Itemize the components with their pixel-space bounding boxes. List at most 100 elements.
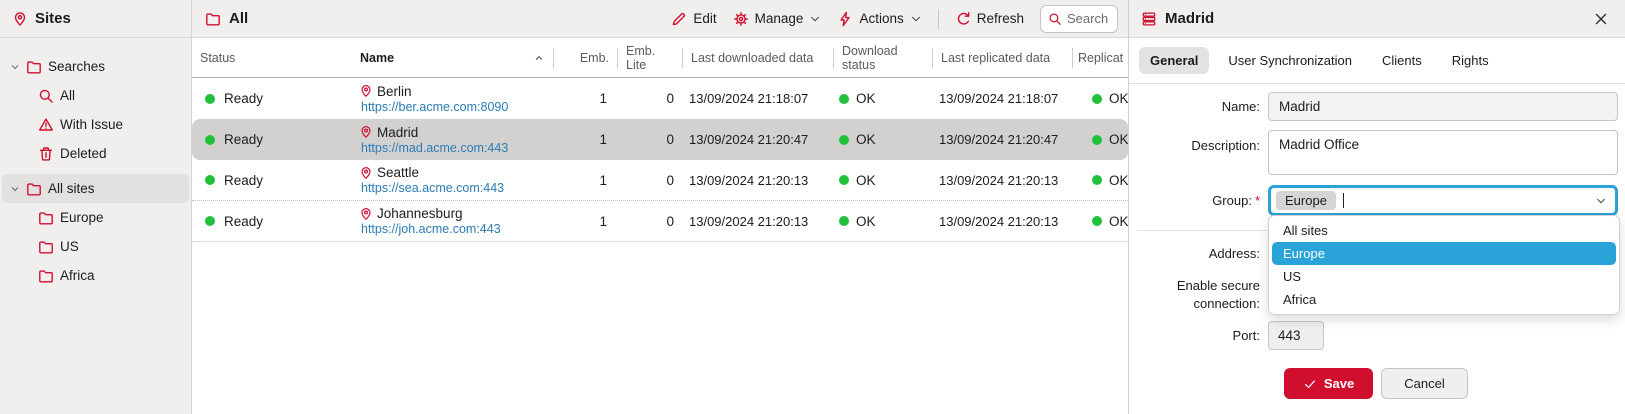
folder-icon bbox=[38, 210, 54, 226]
dropdown-option-us[interactable]: US bbox=[1283, 269, 1302, 284]
tab-general[interactable]: General bbox=[1139, 47, 1210, 74]
edit-button[interactable]: Edit bbox=[671, 11, 717, 27]
name-cell: Johannesburg https://joh.acme.com:443 bbox=[353, 206, 553, 236]
tab-clients[interactable]: Clients bbox=[1381, 53, 1422, 68]
sidebar-item-label: With Issue bbox=[60, 117, 124, 132]
location-pin-icon bbox=[359, 207, 373, 221]
list-toolbar: Edit Manage Actions Refresh bbox=[671, 4, 1118, 33]
status-dot bbox=[1092, 216, 1102, 226]
last-downloaded-cell: 13/09/2024 21:20:13 bbox=[689, 213, 809, 229]
folder-icon bbox=[38, 268, 54, 284]
sidebar-item-all[interactable]: All bbox=[2, 81, 189, 110]
chevron-down-icon[interactable] bbox=[10, 62, 20, 72]
refresh-button[interactable]: Refresh bbox=[955, 11, 1024, 27]
group-label: Group: * bbox=[1212, 192, 1260, 208]
status-dot bbox=[839, 216, 849, 226]
download-status-cell: OK bbox=[833, 173, 932, 188]
search-box[interactable] bbox=[1040, 4, 1118, 33]
last-downloaded-cell: 13/09/2024 21:18:07 bbox=[689, 91, 809, 106]
sidebar-item-label: All bbox=[60, 88, 76, 103]
sidebar-item-africa[interactable]: Africa bbox=[2, 261, 189, 290]
sidebar-item-label: US bbox=[60, 239, 79, 254]
column-header-replicat[interactable]: Replicat bbox=[1072, 48, 1128, 68]
location-pin-icon bbox=[359, 166, 373, 180]
dropdown-option-africa[interactable]: Africa bbox=[1283, 292, 1317, 307]
column-header-status[interactable]: Status bbox=[200, 51, 236, 65]
column-header-emb-[interactable]: Emb. bbox=[553, 48, 617, 68]
site-url[interactable]: https://mad.acme.com:443 bbox=[361, 140, 509, 155]
emb-cell: 1 bbox=[599, 91, 607, 106]
detail-tabs: General User Synchronization Clients Rights bbox=[1129, 38, 1625, 84]
save-button[interactable]: Save bbox=[1284, 368, 1373, 399]
status-dot bbox=[839, 134, 849, 145]
site-url[interactable]: https://ber.acme.com:8090 bbox=[361, 99, 509, 114]
emb-lite-cell: 0 bbox=[666, 91, 674, 106]
emb-lite-cell: 0 bbox=[666, 213, 674, 229]
toolbar-separator bbox=[937, 8, 939, 29]
manage-button[interactable]: Manage bbox=[733, 11, 822, 27]
folder-icon bbox=[26, 59, 42, 75]
list-title: All bbox=[229, 10, 249, 27]
column-header-last-replicated-data[interactable]: Last replicated data bbox=[932, 48, 1072, 68]
actions-button[interactable]: Actions bbox=[837, 11, 921, 27]
chevron-down-icon bbox=[910, 13, 922, 25]
cancel-button[interactable]: Cancel bbox=[1381, 368, 1468, 399]
last-downloaded-cell: 13/09/2024 21:20:13 bbox=[689, 172, 809, 188]
dropdown-option-europe[interactable]: Europe bbox=[1272, 242, 1616, 265]
chevron-down-icon[interactable] bbox=[10, 184, 20, 194]
sidebar-header: Sites bbox=[0, 0, 191, 38]
sidebar-item-deleted[interactable]: Deleted bbox=[2, 139, 189, 168]
column-header-emb-lite[interactable]: Emb. Lite bbox=[617, 44, 682, 72]
site-name: Johannesburg bbox=[377, 206, 463, 221]
site-url[interactable]: https://sea.acme.com:443 bbox=[361, 181, 505, 195]
sidebar-item-searches[interactable]: Searches bbox=[2, 52, 189, 81]
search-icon bbox=[1048, 12, 1062, 26]
folder-icon bbox=[205, 11, 221, 27]
tab-user-synchronization[interactable]: User Synchronization bbox=[1228, 53, 1352, 68]
site-name: Madrid bbox=[377, 124, 419, 140]
site-name: Berlin bbox=[377, 83, 412, 99]
name-cell: Seattle https://sea.acme.com:443 bbox=[353, 165, 553, 195]
folder-icon bbox=[38, 239, 54, 255]
table-row-johannesburg[interactable]: Ready Johannesburg https://joh.acme.com:… bbox=[192, 201, 1128, 242]
column-header-last-downloaded-data[interactable]: Last downloaded data bbox=[682, 48, 833, 68]
sidebar-item-all-sites[interactable]: All sites bbox=[2, 174, 189, 203]
table-row-seattle[interactable]: Ready Seattle https://sea.acme.com:443 1… bbox=[192, 160, 1128, 201]
sites-list-panel: All Edit Manage Actions bbox=[192, 0, 1128, 414]
trash-icon bbox=[38, 146, 54, 162]
port-field[interactable]: 443 bbox=[1268, 321, 1324, 350]
group-combobox[interactable]: Europe bbox=[1268, 185, 1618, 216]
description-field[interactable]: Madrid Office bbox=[1268, 130, 1618, 175]
secure-connection-label: Enable secure connection: bbox=[1176, 278, 1260, 311]
search-input[interactable] bbox=[1067, 11, 1113, 26]
edit-label: Edit bbox=[693, 11, 717, 26]
column-header-download-status[interactable]: Download status bbox=[833, 44, 932, 72]
last-replicated-cell: 13/09/2024 21:20:13 bbox=[939, 172, 1059, 188]
site-form: Name: Madrid Description: Madrid Office … bbox=[1129, 84, 1625, 399]
tab-rights[interactable]: Rights bbox=[1451, 53, 1489, 68]
sidebar-item-label: Africa bbox=[60, 268, 95, 283]
emb-cell: 1 bbox=[599, 172, 607, 188]
sidebar-item-us[interactable]: US bbox=[2, 232, 189, 261]
server-icon bbox=[1141, 11, 1157, 27]
download-status-cell: OK bbox=[833, 132, 932, 147]
table-row-berlin[interactable]: Ready Berlin https://ber.acme.com:8090 1… bbox=[192, 78, 1128, 119]
name-field[interactable]: Madrid bbox=[1268, 92, 1618, 121]
sidebar-item-with-issue[interactable]: With Issue bbox=[2, 110, 189, 139]
close-icon[interactable] bbox=[1593, 11, 1609, 27]
dropdown-option-all-sites[interactable]: All sites bbox=[1283, 223, 1328, 238]
sidebar-item-europe[interactable]: Europe bbox=[2, 203, 189, 232]
column-header-name[interactable]: Name bbox=[353, 48, 553, 68]
last-replicated-cell: 13/09/2024 21:20:47 bbox=[939, 132, 1059, 147]
group-selected-chip[interactable]: Europe bbox=[1276, 191, 1336, 210]
description-label: Description: bbox=[1191, 138, 1260, 153]
chevron-down-icon[interactable] bbox=[1595, 195, 1607, 207]
table-row-madrid[interactable]: Ready Madrid https://mad.acme.com:443 1 … bbox=[192, 119, 1128, 160]
site-url[interactable]: https://joh.acme.com:443 bbox=[361, 222, 501, 236]
detail-header: Madrid bbox=[1129, 0, 1625, 38]
refresh-icon bbox=[955, 11, 971, 27]
table-header-row: Status Name Emb. Emb. Lite Last downloaded d… bbox=[192, 39, 1128, 78]
name-cell: Berlin https://ber.acme.com:8090 bbox=[353, 84, 553, 114]
pencil-icon bbox=[671, 11, 687, 27]
